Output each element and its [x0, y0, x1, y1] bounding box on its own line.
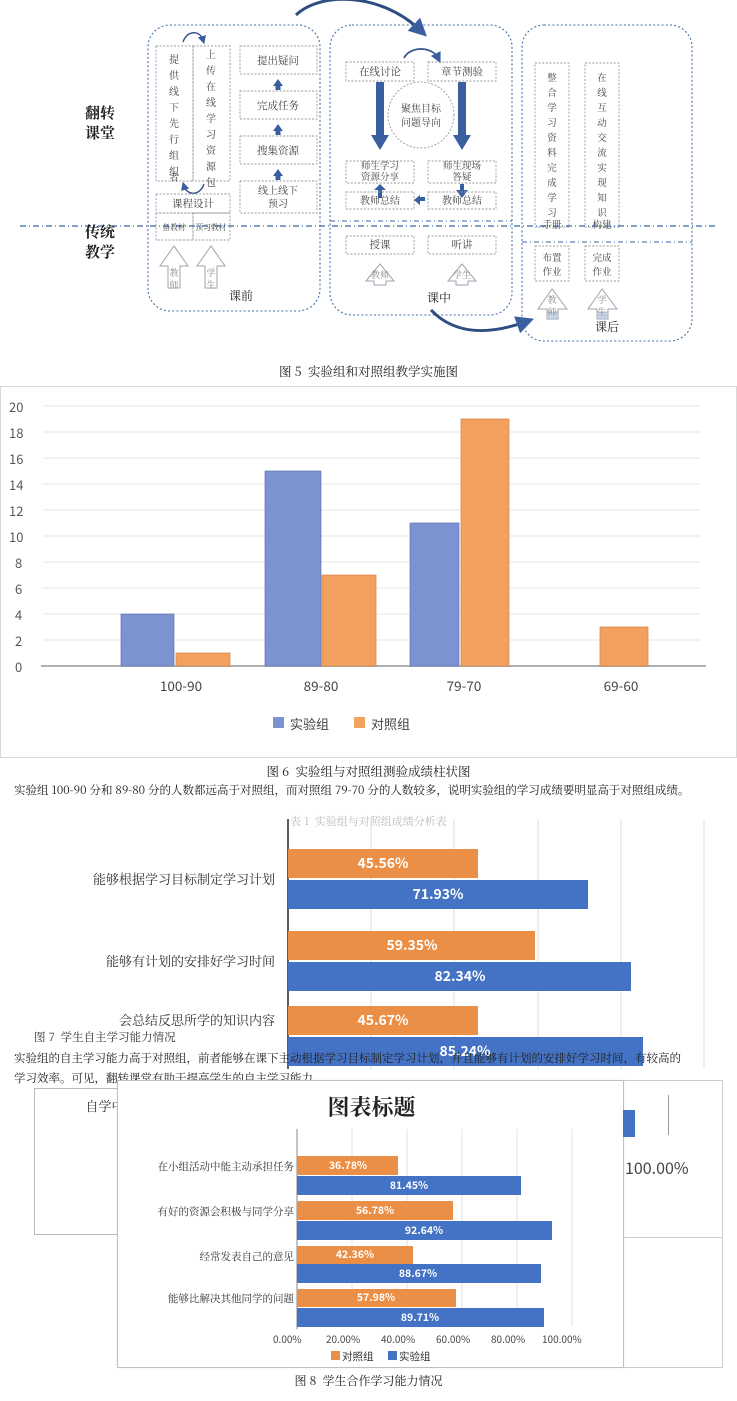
svg-text:构建: 构建	[592, 217, 612, 231]
svg-text:搜集资源: 搜集资源	[257, 143, 299, 158]
svg-text:教师总结: 教师总结	[360, 192, 400, 207]
svg-text:在: 在	[597, 70, 607, 84]
svg-text:资: 资	[206, 142, 217, 157]
svg-text:流: 流	[597, 145, 607, 159]
svg-text:供: 供	[169, 67, 180, 82]
svg-text:42.36%: 42.36%	[336, 1247, 374, 1262]
svg-text:82.34%: 82.34%	[434, 966, 486, 986]
svg-text:组: 组	[169, 147, 179, 162]
svg-text:89.71%: 89.71%	[401, 1310, 439, 1325]
svg-text:提: 提	[169, 51, 179, 66]
svg-text:预习教材: 预习教材	[195, 222, 226, 233]
svg-text:课程设计: 课程设计	[172, 196, 214, 211]
svg-text:手册: 手册	[542, 217, 562, 231]
svg-text:互: 互	[597, 100, 607, 114]
svg-text:合: 合	[547, 85, 557, 99]
svg-text:下: 下	[169, 99, 179, 114]
svg-text:学: 学	[547, 100, 557, 114]
svg-text:习: 习	[547, 115, 557, 129]
svg-text:92.64%: 92.64%	[405, 1223, 443, 1238]
svg-text:整: 整	[547, 70, 557, 84]
svg-text:布置: 布置	[542, 250, 562, 264]
svg-text:能够根据学习目标制定学习计划: 能够根据学习目标制定学习计划	[93, 869, 275, 888]
svg-text:完成: 完成	[592, 250, 612, 264]
svg-text:作业: 作业	[542, 264, 562, 278]
svg-text:包: 包	[206, 174, 216, 189]
svg-text:线: 线	[597, 85, 607, 99]
svg-text:学: 学	[206, 110, 216, 125]
svg-text:答疑: 答疑	[452, 169, 472, 183]
svg-text:36.78%: 36.78%	[329, 1158, 367, 1173]
svg-text:传: 传	[206, 62, 216, 77]
svg-text:45.67%: 45.67%	[357, 1010, 409, 1030]
svg-text:能够有计划的安排好学习时间: 能够有计划的安排好学习时间	[106, 951, 275, 970]
svg-text:聚焦目标: 聚焦目标	[401, 100, 442, 115]
svg-text:完: 完	[547, 160, 557, 174]
svg-text:先: 先	[169, 115, 179, 130]
svg-text:提出疑问: 提出疑问	[257, 53, 299, 68]
svg-text:课堂: 课堂	[85, 122, 115, 143]
svg-text:习: 习	[206, 126, 216, 141]
svg-text:教师: 教师	[371, 268, 389, 281]
svg-text:传统: 传统	[85, 221, 116, 242]
svg-text:授课: 授课	[370, 237, 391, 252]
svg-text:实: 实	[597, 160, 607, 174]
svg-text:88.67%: 88.67%	[399, 1266, 437, 1281]
svg-text:线: 线	[169, 83, 179, 98]
svg-text:问题导向: 问题导向	[401, 114, 441, 129]
svg-text:71.93%: 71.93%	[412, 884, 464, 904]
svg-text:备教材: 备教材	[162, 222, 186, 233]
svg-text:听讲: 听讲	[452, 237, 473, 252]
svg-text:资源分享: 资源分享	[361, 169, 400, 183]
svg-text:行: 行	[169, 131, 179, 146]
svg-text:预习: 预习	[268, 195, 288, 210]
svg-text:生: 生	[206, 278, 215, 291]
svg-text:课前: 课前	[229, 287, 253, 304]
svg-text:成: 成	[547, 175, 557, 189]
svg-text:会总结反思所学的知识内容: 会总结反思所学的知识内容	[119, 1010, 275, 1029]
svg-text:者: 者	[169, 169, 179, 184]
svg-text:源: 源	[206, 158, 217, 173]
svg-text:现: 现	[597, 175, 607, 189]
svg-text:师: 师	[547, 305, 556, 318]
svg-text:完成任务: 完成任务	[257, 98, 299, 113]
svg-text:资: 资	[547, 130, 557, 144]
svg-text:上: 上	[206, 46, 216, 61]
svg-text:81.45%: 81.45%	[390, 1178, 428, 1193]
svg-text:教学: 教学	[85, 241, 115, 262]
svg-text:作业: 作业	[592, 264, 612, 278]
svg-text:学: 学	[547, 190, 557, 204]
svg-text:45.56%: 45.56%	[357, 853, 409, 873]
svg-text:课后: 课后	[595, 318, 619, 335]
svg-text:59.35%: 59.35%	[386, 935, 438, 955]
svg-text:动: 动	[597, 115, 607, 129]
svg-text:57.98%: 57.98%	[357, 1290, 395, 1305]
svg-text:知: 知	[597, 190, 607, 204]
svg-text:教师总结: 教师总结	[442, 192, 482, 207]
svg-text:在: 在	[206, 78, 216, 93]
svg-text:在线讨论: 在线讨论	[359, 64, 401, 79]
svg-text:56.78%: 56.78%	[356, 1203, 394, 1218]
svg-text:学生: 学生	[453, 268, 471, 281]
svg-text:章节测验: 章节测验	[441, 64, 483, 79]
svg-text:师: 师	[169, 278, 178, 291]
svg-text:交: 交	[597, 130, 607, 144]
svg-text:料: 料	[547, 145, 557, 159]
svg-text:线: 线	[206, 94, 216, 109]
svg-text:翻转: 翻转	[85, 102, 115, 123]
svg-text:生: 生	[597, 305, 606, 318]
svg-text:课中: 课中	[427, 289, 451, 306]
